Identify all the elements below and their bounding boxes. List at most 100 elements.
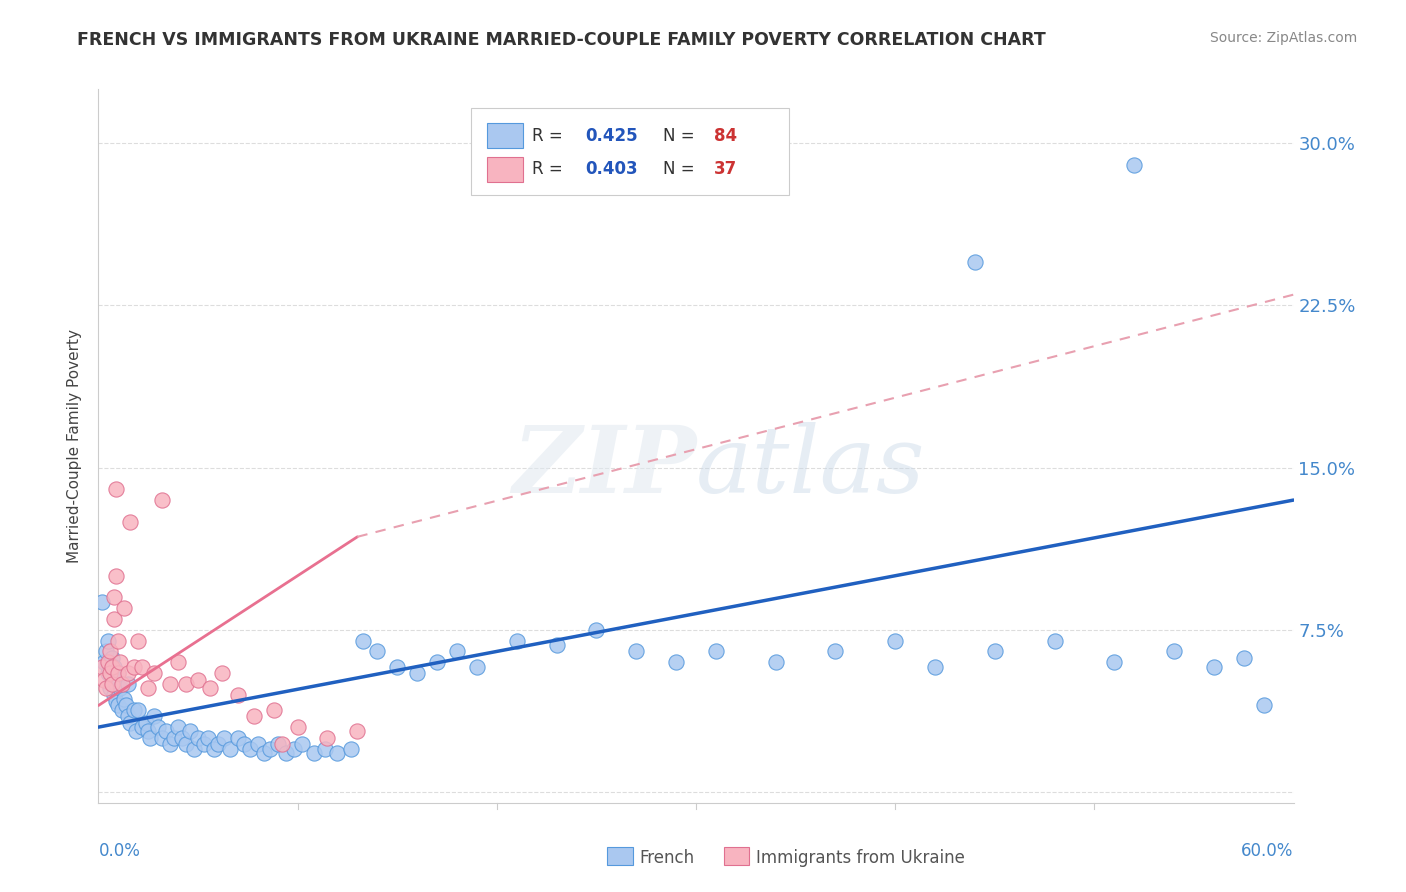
Point — [167, 655, 190, 669]
Point — [103, 612, 125, 626]
Point — [107, 666, 129, 681]
Point — [98, 666, 122, 681]
Point — [426, 655, 449, 669]
Point — [93, 655, 115, 669]
Point — [198, 681, 221, 696]
Point — [239, 741, 262, 756]
Point — [243, 709, 266, 723]
Point — [111, 703, 134, 717]
Point — [163, 731, 186, 745]
Point — [884, 633, 907, 648]
Point — [105, 694, 128, 708]
Point — [131, 659, 153, 673]
Point — [107, 666, 129, 681]
Point — [159, 677, 181, 691]
Point — [187, 731, 209, 745]
Point — [246, 738, 269, 752]
Point — [340, 741, 363, 756]
Point — [465, 659, 488, 673]
Point — [127, 633, 149, 648]
Text: R =: R = — [533, 127, 568, 145]
Text: Source: ZipAtlas.com: Source: ZipAtlas.com — [1209, 31, 1357, 45]
Point — [136, 724, 159, 739]
Point — [212, 731, 235, 745]
Point — [117, 677, 139, 691]
Point — [585, 623, 607, 637]
Point — [155, 724, 177, 739]
Point — [546, 638, 568, 652]
Point — [1233, 651, 1256, 665]
Point — [159, 738, 181, 752]
Point — [135, 715, 157, 730]
Point — [316, 731, 339, 745]
Point — [179, 724, 201, 739]
Point — [143, 709, 166, 723]
Point — [283, 741, 305, 756]
Point — [506, 633, 529, 648]
Point — [984, 644, 1007, 658]
Point — [1043, 633, 1066, 648]
Point — [143, 666, 166, 681]
Point — [626, 644, 648, 658]
Text: FRENCH VS IMMIGRANTS FROM UKRAINE MARRIED-COUPLE FAMILY POVERTY CORRELATION CHAR: FRENCH VS IMMIGRANTS FROM UKRAINE MARRIE… — [77, 31, 1046, 49]
Point — [924, 659, 946, 673]
Point — [1163, 644, 1185, 658]
Point — [232, 738, 254, 752]
Point — [1104, 655, 1126, 669]
Point — [274, 746, 297, 760]
Point — [117, 666, 139, 681]
Point — [259, 741, 281, 756]
Point — [110, 655, 132, 669]
Point — [131, 720, 153, 734]
Point — [148, 720, 170, 734]
Point — [110, 681, 132, 696]
Point — [263, 703, 285, 717]
Point — [96, 681, 118, 696]
Point — [226, 688, 249, 702]
Point — [97, 655, 120, 669]
Point — [193, 738, 215, 752]
Point — [101, 659, 124, 673]
Point — [105, 568, 128, 582]
Text: 0.425: 0.425 — [585, 127, 637, 145]
Y-axis label: Married-Couple Family Poverty: Married-Couple Family Poverty — [67, 329, 83, 563]
Point — [105, 482, 128, 496]
Point — [117, 709, 139, 723]
Point — [267, 738, 290, 752]
Point — [124, 703, 146, 717]
Point — [174, 738, 197, 752]
Point — [226, 731, 249, 745]
Point — [136, 681, 159, 696]
Point — [101, 651, 124, 665]
Point — [120, 515, 142, 529]
Point — [385, 659, 409, 673]
FancyBboxPatch shape — [486, 157, 523, 182]
Point — [270, 738, 292, 752]
FancyBboxPatch shape — [486, 123, 523, 148]
Point — [91, 595, 114, 609]
Point — [287, 720, 309, 734]
Point — [150, 731, 173, 745]
Text: N =: N = — [662, 161, 699, 178]
Point — [167, 720, 190, 734]
Text: 0.0%: 0.0% — [98, 842, 141, 860]
Point — [1202, 659, 1225, 673]
Point — [352, 633, 374, 648]
Point — [253, 746, 276, 760]
Point — [406, 666, 429, 681]
Point — [1253, 698, 1275, 713]
Text: ZIP: ZIP — [512, 423, 696, 512]
Point — [103, 591, 125, 605]
Point — [187, 673, 209, 687]
Point — [150, 493, 173, 508]
Point — [302, 746, 325, 760]
Point — [219, 741, 242, 756]
Point — [172, 731, 194, 745]
Point — [183, 741, 205, 756]
Point — [326, 746, 349, 760]
Point — [112, 692, 135, 706]
Point — [98, 681, 122, 696]
Text: 0.403: 0.403 — [585, 161, 637, 178]
Point — [96, 644, 118, 658]
FancyBboxPatch shape — [471, 109, 789, 194]
